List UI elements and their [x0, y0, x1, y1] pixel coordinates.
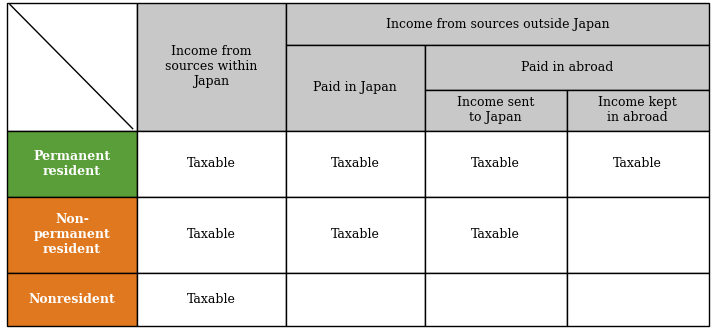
Text: Income from
sources within
Japan: Income from sources within Japan	[165, 45, 258, 89]
Bar	[425, 131, 567, 197]
Bar	[137, 272, 286, 326]
Text: Income sent
to Japan: Income sent to Japan	[457, 96, 534, 124]
Bar	[425, 45, 709, 90]
Bar	[7, 272, 137, 326]
Bar	[567, 131, 709, 197]
Text: Taxable: Taxable	[471, 228, 520, 241]
Bar	[425, 272, 567, 326]
Bar	[567, 272, 709, 326]
Text: Taxable: Taxable	[331, 157, 379, 170]
Text: Non-
permanent
resident: Non- permanent resident	[34, 213, 110, 256]
Text: Income kept
in abroad: Income kept in abroad	[599, 96, 677, 124]
Text: Permanent
resident: Permanent resident	[34, 150, 111, 178]
Bar	[567, 90, 709, 131]
Bar	[137, 131, 286, 197]
Bar	[567, 197, 709, 272]
Bar	[286, 197, 425, 272]
Bar	[286, 45, 425, 131]
Bar	[7, 3, 137, 131]
Text: Taxable: Taxable	[471, 157, 520, 170]
Bar	[7, 131, 137, 197]
Text: Taxable: Taxable	[187, 292, 236, 306]
Text: Taxable: Taxable	[614, 157, 662, 170]
Text: Taxable: Taxable	[187, 228, 236, 241]
Bar	[425, 90, 567, 131]
Text: Paid in Japan: Paid in Japan	[314, 81, 397, 94]
Bar	[286, 131, 425, 197]
Text: Income from sources outside Japan: Income from sources outside Japan	[386, 18, 609, 31]
Text: Nonresident: Nonresident	[29, 292, 115, 306]
Bar	[137, 3, 286, 131]
Text: Taxable: Taxable	[331, 228, 379, 241]
Bar	[137, 197, 286, 272]
Bar	[7, 197, 137, 272]
Text: Paid in abroad: Paid in abroad	[521, 61, 613, 74]
Bar	[425, 197, 567, 272]
Bar	[286, 272, 425, 326]
Text: Taxable: Taxable	[187, 157, 236, 170]
Bar	[286, 3, 709, 45]
